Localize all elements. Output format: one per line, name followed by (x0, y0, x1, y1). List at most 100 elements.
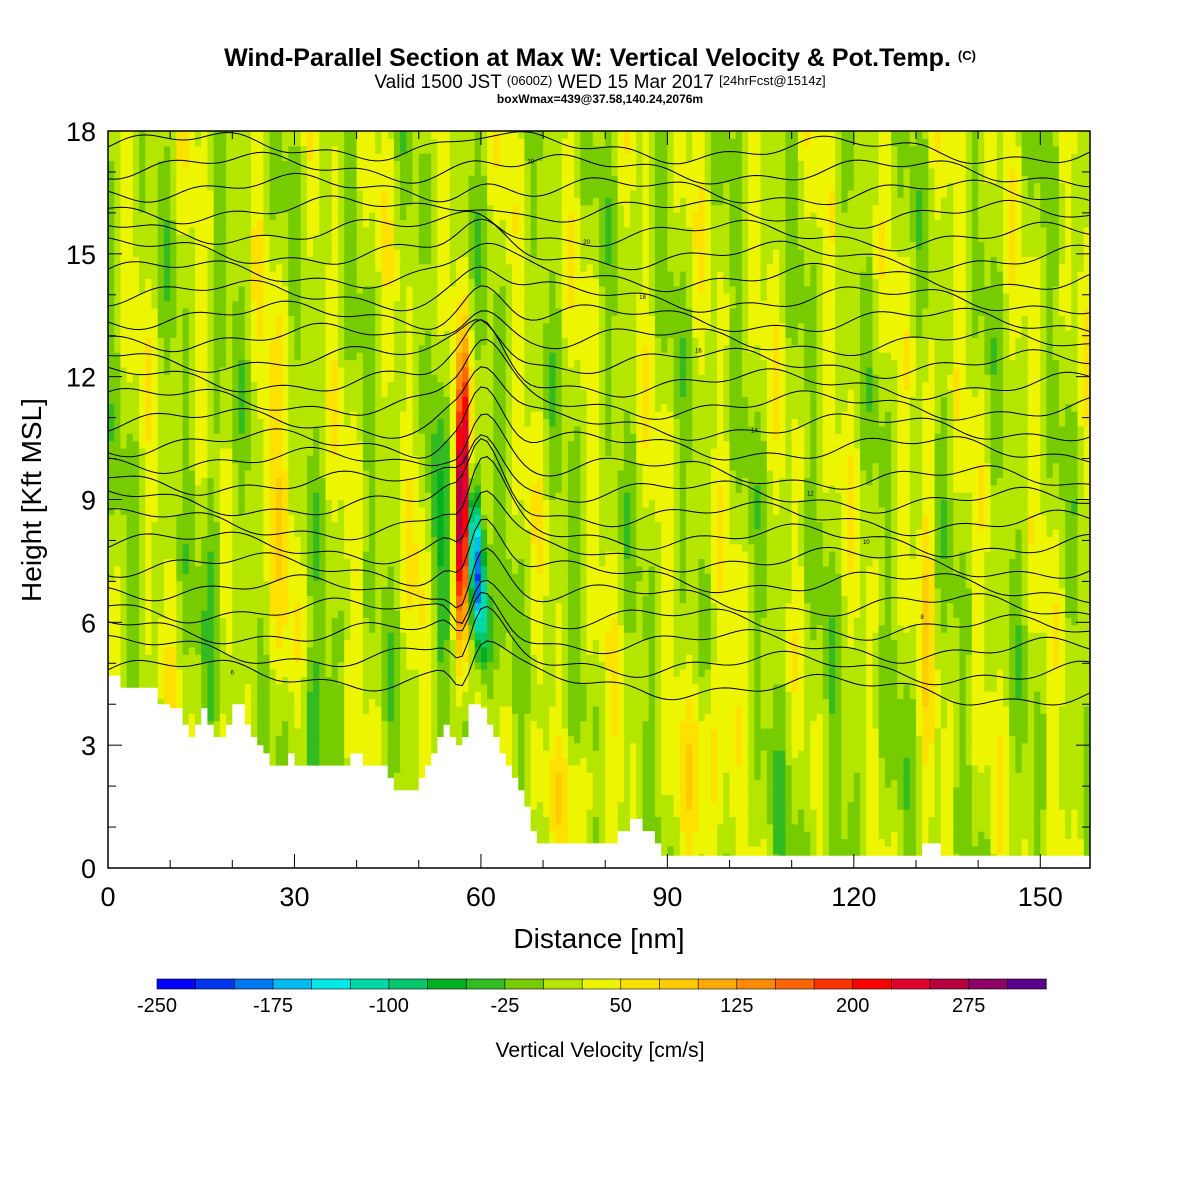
velocity-cell (331, 720, 339, 729)
velocity-cell (250, 705, 258, 714)
velocity-cell (412, 727, 420, 736)
velocity-cell (120, 278, 128, 287)
velocity-cell (114, 160, 122, 169)
velocity-cell (294, 329, 302, 338)
velocity-cell (120, 455, 128, 464)
velocity-cell (226, 470, 233, 478)
velocity-cell (108, 138, 115, 147)
velocity-cell (325, 403, 333, 412)
velocity-cell (300, 175, 308, 184)
velocity-cell (313, 440, 320, 449)
velocity-cell (400, 764, 407, 773)
velocity-cell (145, 175, 153, 184)
velocity-cell (232, 543, 240, 552)
velocity-cell (337, 536, 345, 545)
velocity-cell (381, 344, 389, 353)
velocity-cell (250, 558, 258, 567)
velocity-cell (381, 440, 389, 449)
velocity-cell (257, 418, 264, 427)
velocity-cell (182, 440, 190, 449)
velocity-cell (337, 477, 345, 486)
velocity-cell (145, 226, 153, 235)
velocity-cell (269, 248, 277, 257)
velocity-cell (232, 639, 240, 648)
velocity-cell (126, 676, 134, 685)
velocity-cell (244, 352, 252, 361)
velocity-cell (132, 278, 140, 287)
velocity-cell (207, 182, 215, 191)
velocity-cell (108, 470, 115, 478)
velocity-cell (400, 565, 407, 574)
velocity-cell (244, 639, 252, 648)
velocity-cell (294, 698, 302, 707)
velocity-cell (412, 669, 420, 677)
velocity-cell (250, 720, 258, 729)
velocity-cell (157, 632, 165, 641)
velocity-cell (288, 536, 296, 545)
velocity-cell (238, 425, 246, 434)
velocity-cell (369, 278, 376, 287)
velocity-cell (195, 573, 202, 582)
velocity-cell (238, 212, 246, 221)
velocity-cell (219, 307, 227, 316)
velocity-cell (313, 676, 320, 685)
velocity-cell (263, 285, 271, 294)
velocity-cell (350, 551, 358, 560)
velocity-cell (331, 683, 339, 692)
velocity-cell (387, 602, 395, 611)
velocity-cell (393, 204, 401, 213)
velocity-cell (306, 329, 314, 338)
velocity-cell (381, 727, 389, 736)
velocity-cell (151, 278, 159, 287)
velocity-cell (294, 256, 302, 265)
velocity-cell (139, 167, 146, 176)
velocity-cell (400, 374, 407, 383)
velocity-cell (300, 742, 308, 751)
velocity-cell (306, 337, 314, 346)
velocity-cell (163, 492, 171, 501)
velocity-cell (195, 204, 202, 213)
velocity-cell (331, 411, 339, 420)
velocity-cell (232, 661, 240, 670)
velocity-cell (182, 676, 190, 685)
velocity-cell (207, 565, 215, 574)
velocity-cell (406, 573, 414, 582)
velocity-cell (163, 470, 171, 478)
velocity-cell (219, 587, 227, 596)
velocity-cell (263, 293, 271, 302)
velocity-cell (313, 470, 320, 478)
velocity-cell (145, 558, 153, 567)
velocity-cell (387, 241, 395, 250)
velocity-cell (108, 646, 115, 655)
velocity-cell (356, 175, 364, 184)
velocity-cell (381, 425, 389, 434)
velocity-cell (387, 234, 395, 243)
velocity-cell (331, 750, 339, 759)
velocity-cell (319, 138, 327, 147)
velocity-cell (195, 551, 202, 560)
velocity-cell (313, 403, 320, 412)
velocity-cell (126, 536, 134, 545)
velocity-cell (207, 514, 215, 523)
velocity-cell (325, 477, 333, 486)
velocity-cell (139, 366, 146, 375)
velocity-cell (219, 492, 227, 501)
velocity-cell (195, 440, 202, 449)
velocity-cell (313, 189, 320, 198)
velocity-cell (325, 587, 333, 596)
velocity-cell (325, 713, 333, 722)
velocity-cell (257, 646, 264, 655)
velocity-cell (275, 528, 283, 537)
velocity-cell (406, 735, 414, 744)
velocity-cell (145, 322, 153, 331)
velocity-cell (257, 639, 264, 648)
velocity-cell (126, 219, 134, 228)
velocity-cell (201, 234, 209, 243)
velocity-cell (114, 381, 122, 390)
velocity-cell (300, 720, 308, 729)
velocity-cell (381, 602, 389, 611)
velocity-cell (400, 248, 407, 257)
velocity-cell (288, 315, 296, 324)
velocity-cell (362, 337, 370, 346)
box-info: boxWmax=439@37.58,140.24,2076m (496, 92, 704, 106)
